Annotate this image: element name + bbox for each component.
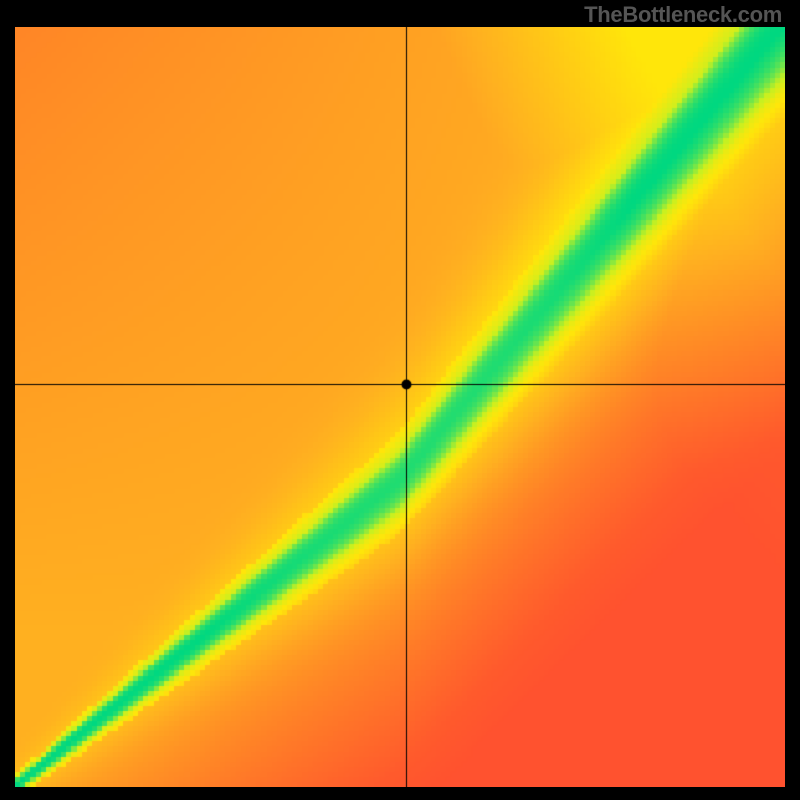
bottleneck-heatmap (15, 27, 785, 787)
chart-wrapper: TheBottleneck.com (0, 0, 800, 800)
watermark-label: TheBottleneck.com (584, 2, 782, 28)
